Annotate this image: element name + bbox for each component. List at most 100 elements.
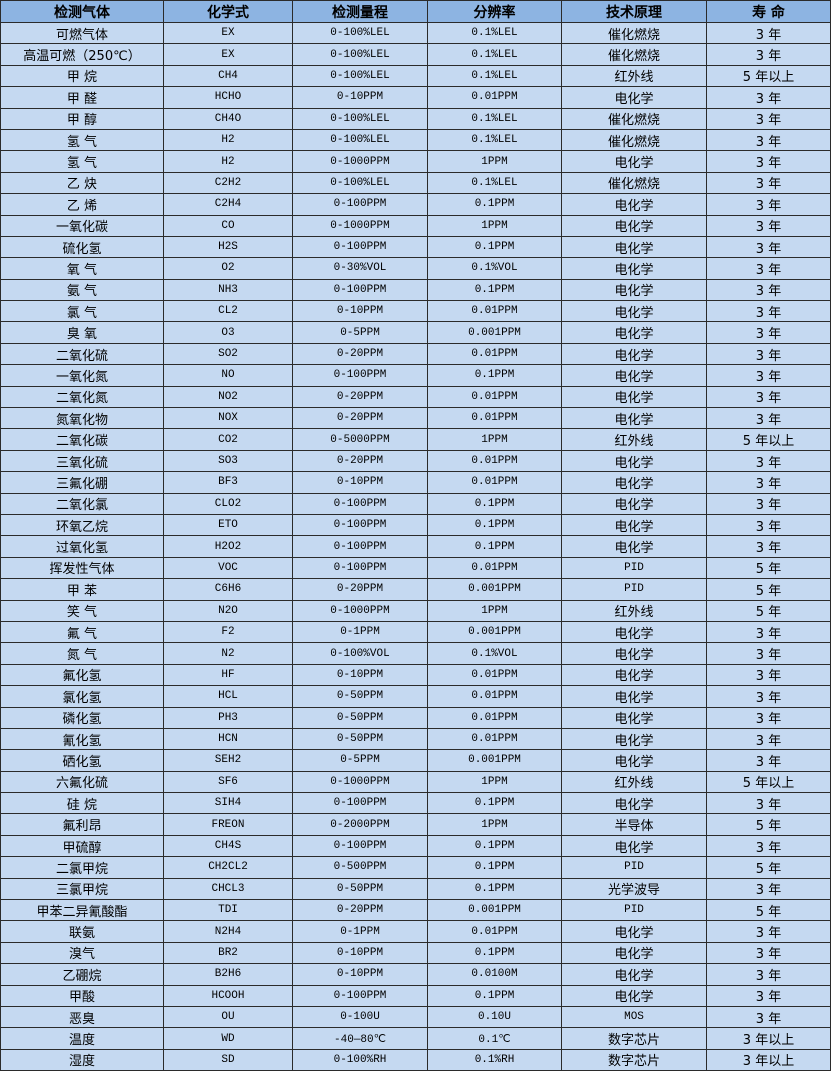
cell-resolution: 0.1PPM (427, 193, 562, 216)
cell-principle: 电化学 (561, 364, 707, 387)
cell-resolution: 0.001PPM (427, 620, 562, 644)
cell-resolution: 0.001PPM (427, 321, 562, 344)
table-row: 乙 炔 C2H2 0-100%LEL 0.1%LEL 催化燃烧 3 年 (0, 171, 831, 195)
cell-range: 0-100%LEL (292, 64, 428, 88)
cell-principle: 电化学 (561, 834, 707, 858)
cell-lifetime: 3 年 (706, 449, 831, 473)
cell-lifetime: 3 年以上 (706, 1027, 831, 1050)
cell-formula: BF3 (163, 471, 293, 494)
cell-principle: 催化燃烧 (561, 171, 707, 195)
cell-lifetime: 5 年 (706, 813, 831, 836)
cell-gas: 硫化氢 (0, 235, 164, 259)
header-lifetime: 寿 命 (706, 0, 831, 23)
cell-lifetime: 3 年 (706, 235, 831, 259)
table-row: 二氯甲烷 CH2CL2 0-500PPM 0.1PPM PID 5 年 (0, 856, 831, 879)
cell-formula: CLO2 (163, 492, 293, 515)
cell-formula: N2 (163, 642, 293, 665)
cell-gas: 高温可燃（250℃） (0, 43, 164, 66)
cell-gas: 溴气 (0, 941, 164, 965)
cell-formula: NO2 (163, 385, 293, 409)
cell-principle: 催化燃烧 (561, 107, 707, 130)
cell-range: 0-100PPM (292, 984, 428, 1007)
cell-principle: 电化学 (561, 278, 707, 302)
table-row: 过氧化氢 H2O2 0-100PPM 0.1PPM 电化学 3 年 (0, 535, 831, 558)
cell-lifetime: 3 年 (706, 321, 831, 344)
cell-lifetime: 3 年 (706, 193, 831, 216)
cell-formula: SIH4 (163, 792, 293, 815)
cell-gas: 氮 气 (0, 642, 164, 665)
table-row: 环氧乙烷 ETO 0-100PPM 0.1PPM 电化学 3 年 (0, 513, 831, 537)
cell-formula: B2H6 (163, 963, 293, 986)
cell-gas: 氢 气 (0, 128, 164, 152)
cell-range: 0-1PPM (292, 620, 428, 644)
cell-formula: O2 (163, 257, 293, 280)
table-row: 二氧化硫 SO2 0-20PPM 0.01PPM 电化学 3 年 (0, 342, 831, 366)
cell-range: 0-10PPM (292, 471, 428, 494)
cell-lifetime: 3 年 (706, 471, 831, 494)
cell-lifetime: 3 年 (706, 86, 831, 109)
cell-principle: 电化学 (561, 749, 707, 772)
cell-range: 0-50PPM (292, 706, 428, 729)
cell-gas: 氟化氢 (0, 663, 164, 687)
cell-resolution: 0.1%VOL (427, 257, 562, 280)
cell-gas: 一氧化碳 (0, 214, 164, 237)
cell-range: 0-20PPM (292, 899, 428, 922)
cell-principle: 数字芯片 (561, 1048, 707, 1072)
cell-resolution: 0.01PPM (427, 556, 562, 580)
cell-lifetime: 3 年 (706, 706, 831, 729)
cell-range: 0-20PPM (292, 342, 428, 366)
cell-principle: 电化学 (561, 941, 707, 965)
table-row: 六氟化硫 SF6 0-1000PPM 1PPM 红外线 5 年以上 (0, 770, 831, 794)
cell-gas: 过氧化氢 (0, 535, 164, 558)
cell-lifetime: 3 年 (706, 492, 831, 515)
cell-principle: 半导体 (561, 813, 707, 836)
table-row: 笑 气 N2O 0-1000PPM 1PPM 红外线 5 年 (0, 599, 831, 622)
table-row: 氮氧化物 NOX 0-20PPM 0.01PPM 电化学 3 年 (0, 407, 831, 430)
cell-range: 0-10PPM (292, 86, 428, 109)
header-range: 检测量程 (292, 0, 428, 23)
cell-resolution: 0.1%RH (427, 1048, 562, 1072)
cell-formula: H2S (163, 235, 293, 259)
cell-principle: 电化学 (561, 300, 707, 323)
cell-range: 0-100U (292, 1005, 428, 1029)
cell-formula: BR2 (163, 941, 293, 965)
cell-resolution: 0.1PPM (427, 984, 562, 1007)
table-row: 氢 气 H2 0-100%LEL 0.1%LEL 催化燃烧 3 年 (0, 128, 831, 152)
cell-lifetime: 3 年 (706, 150, 831, 173)
cell-range: 0-10PPM (292, 963, 428, 986)
cell-range: 0-100%LEL (292, 107, 428, 130)
cell-formula: HCOOH (163, 984, 293, 1007)
table-row: 湿度 SD 0-100%RH 0.1%RH 数字芯片 3 年以上 (0, 1048, 831, 1072)
cell-resolution: 0.1PPM (427, 235, 562, 259)
cell-principle: 红外线 (561, 64, 707, 88)
cell-range: 0-100PPM (292, 556, 428, 580)
cell-range: 0-10PPM (292, 663, 428, 687)
cell-range: 0-100%LEL (292, 128, 428, 152)
cell-range: 0-5PPM (292, 749, 428, 772)
cell-lifetime: 3 年 (706, 685, 831, 708)
cell-range: 0-20PPM (292, 385, 428, 409)
table-row: 氟化氢 HF 0-10PPM 0.01PPM 电化学 3 年 (0, 663, 831, 687)
cell-principle: 电化学 (561, 214, 707, 237)
cell-formula: HCHO (163, 86, 293, 109)
cell-formula: SO3 (163, 449, 293, 473)
cell-gas: 硅 烷 (0, 792, 164, 815)
table-row: 氟利昂 FREON 0-2000PPM 1PPM 半导体 5 年 (0, 813, 831, 836)
cell-principle: PID (561, 556, 707, 580)
cell-principle: 电化学 (561, 535, 707, 558)
cell-gas: 硒化氢 (0, 749, 164, 772)
cell-principle: 红外线 (561, 599, 707, 622)
cell-range: 0-100PPM (292, 513, 428, 537)
header-principle: 技术原理 (561, 0, 707, 23)
cell-formula: PH3 (163, 706, 293, 729)
cell-lifetime: 3 年 (706, 43, 831, 66)
cell-resolution: 0.01PPM (427, 86, 562, 109)
cell-principle: 电化学 (561, 685, 707, 708)
cell-formula: H2O2 (163, 535, 293, 558)
cell-gas: 湿度 (0, 1048, 164, 1072)
cell-range: 0-5PPM (292, 321, 428, 344)
cell-range: 0-100PPM (292, 193, 428, 216)
cell-principle: 电化学 (561, 963, 707, 986)
cell-gas: 氢 气 (0, 150, 164, 173)
cell-lifetime: 3 年 (706, 257, 831, 280)
